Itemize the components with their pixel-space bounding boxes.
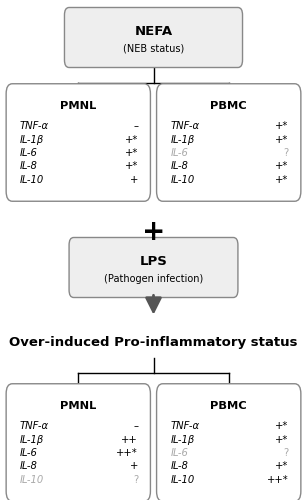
Text: IL-8: IL-8 (170, 162, 188, 172)
Text: IL-8: IL-8 (20, 462, 38, 471)
Text: IL-10: IL-10 (20, 474, 44, 484)
FancyBboxPatch shape (69, 238, 238, 298)
Text: IL-10: IL-10 (170, 174, 195, 184)
Text: IL-6: IL-6 (170, 148, 188, 158)
Text: +: + (142, 218, 165, 246)
Text: PMNL: PMNL (60, 101, 96, 112)
Text: ++*: ++* (116, 448, 138, 458)
Text: +*: +* (125, 134, 138, 144)
Text: IL-1β: IL-1β (20, 134, 44, 144)
Text: TNF-α: TNF-α (170, 422, 200, 432)
Text: (Pathogen infection): (Pathogen infection) (104, 274, 203, 283)
Text: +*: +* (275, 422, 289, 432)
Text: PMNL: PMNL (60, 401, 96, 411)
FancyBboxPatch shape (6, 84, 150, 202)
FancyBboxPatch shape (157, 84, 301, 202)
Text: +*: +* (125, 162, 138, 172)
Text: PBMC: PBMC (210, 101, 247, 112)
Text: TNF-α: TNF-α (20, 122, 49, 132)
Text: LPS: LPS (140, 255, 167, 268)
Text: Over-induced Pro-inflammatory status: Over-induced Pro-inflammatory status (9, 336, 298, 349)
FancyBboxPatch shape (64, 8, 243, 68)
Text: IL-1β: IL-1β (20, 434, 44, 444)
Text: +*: +* (275, 174, 289, 184)
Text: –: – (133, 122, 138, 132)
Text: TNF-α: TNF-α (170, 122, 200, 132)
Text: IL-10: IL-10 (20, 174, 44, 184)
Text: +*: +* (275, 434, 289, 444)
Text: +: + (130, 462, 138, 471)
Text: IL-6: IL-6 (20, 448, 38, 458)
Text: TNF-α: TNF-α (20, 422, 49, 432)
Text: ?: ? (133, 474, 138, 484)
Text: ++: ++ (121, 434, 138, 444)
Text: +*: +* (275, 134, 289, 144)
Text: NEFA: NEFA (134, 25, 173, 38)
Text: IL-1β: IL-1β (170, 434, 195, 444)
FancyBboxPatch shape (157, 384, 301, 500)
Text: +*: +* (275, 122, 289, 132)
Text: –: – (133, 422, 138, 432)
Text: IL-1β: IL-1β (170, 134, 195, 144)
Text: IL-6: IL-6 (170, 448, 188, 458)
Text: IL-8: IL-8 (20, 162, 38, 172)
FancyBboxPatch shape (6, 384, 150, 500)
Text: (NEB status): (NEB status) (123, 44, 184, 54)
Text: +*: +* (125, 148, 138, 158)
Text: ++*: ++* (267, 474, 289, 484)
Text: +*: +* (275, 462, 289, 471)
Text: ?: ? (283, 448, 289, 458)
Text: IL-10: IL-10 (170, 474, 195, 484)
Text: IL-6: IL-6 (20, 148, 38, 158)
Text: ?: ? (283, 148, 289, 158)
Text: PBMC: PBMC (210, 401, 247, 411)
Text: IL-8: IL-8 (170, 462, 188, 471)
Text: +*: +* (275, 162, 289, 172)
Text: +: + (130, 174, 138, 184)
